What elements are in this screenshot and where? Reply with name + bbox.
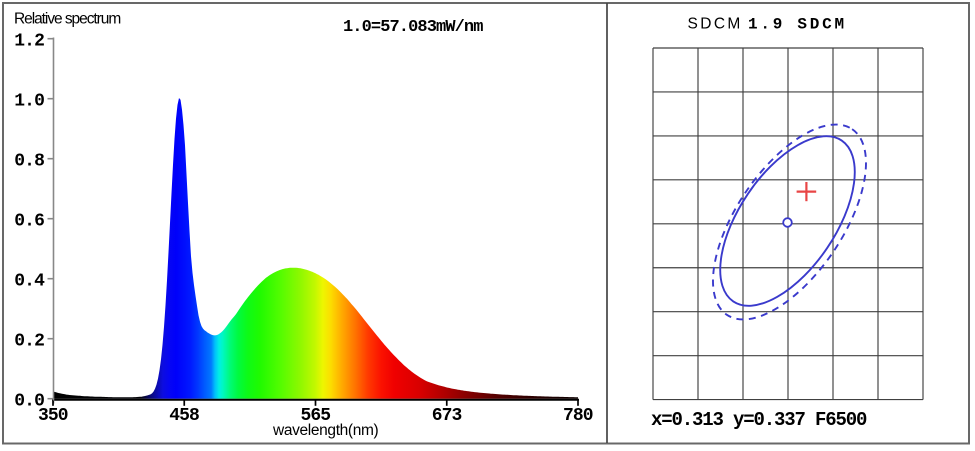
svg-text:wavelength(nm): wavelength(nm) [272,422,379,439]
svg-text:x=0.313 y=0.337 F6500: x=0.313 y=0.337 F6500 [651,409,867,431]
svg-text:0.4: 0.4 [14,272,45,292]
svg-text:1.2: 1.2 [14,32,44,52]
svg-text:0.0: 0.0 [14,392,44,412]
svg-text:1.0: 1.0 [14,92,44,112]
svg-text:565: 565 [300,406,330,426]
svg-text:0.8: 0.8 [14,152,44,172]
svg-text:1.0=57.083mW/nm: 1.0=57.083mW/nm [343,18,483,37]
svg-text:780: 780 [563,406,593,426]
svg-text:Relative spectrum: Relative spectrum [14,11,120,28]
svg-text:673: 673 [432,406,462,426]
svg-text:SDCM: SDCM [688,16,743,33]
svg-text:1.9 SDCM: 1.9 SDCM [748,16,847,34]
svg-text:0.2: 0.2 [14,332,44,352]
svg-text:350: 350 [38,406,68,426]
svg-text:0.6: 0.6 [14,212,44,232]
svg-text:458: 458 [169,406,199,426]
